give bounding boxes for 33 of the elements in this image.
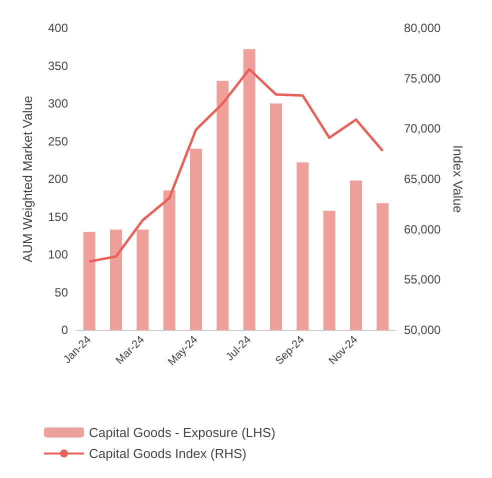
y-axis-title: AUM Weighted Market Value — [20, 96, 35, 262]
y-tick-label: 50 — [54, 285, 68, 300]
y2-tick-label: 70,000 — [404, 122, 442, 136]
bar — [83, 232, 96, 330]
bar — [243, 49, 256, 330]
bar — [350, 180, 362, 330]
bar — [296, 162, 309, 330]
y2-tick-label: 80,000 — [404, 21, 442, 35]
y2-tick-label: 75,000 — [404, 71, 442, 86]
bar — [136, 230, 149, 330]
y-tick-label: 0 — [61, 323, 68, 337]
bar — [270, 104, 282, 330]
bar — [110, 230, 122, 330]
y-tick-label: 300 — [48, 96, 68, 110]
bar — [376, 203, 389, 330]
y-tick-label: 100 — [48, 248, 68, 262]
y2-tick-label: 55,000 — [404, 272, 442, 287]
bar — [190, 148, 202, 330]
legend-label: Capital Goods Index (RHS) — [89, 446, 247, 461]
y2-tick-label: 50,000 — [404, 323, 442, 337]
y-tick-label: 150 — [48, 210, 68, 224]
y2-tick-label: 65,000 — [404, 172, 442, 186]
line-series — [88, 68, 384, 263]
legend-label: Capital Goods - Exposure (LHS) — [89, 425, 276, 440]
y2-axis-title: Index Value — [450, 145, 466, 213]
y-tick-label: 250 — [48, 134, 68, 148]
y2-tick-label: 60,000 — [404, 222, 442, 236]
bar — [216, 80, 229, 330]
bar — [163, 190, 176, 330]
y-tick-label: 350 — [48, 58, 68, 73]
bar — [323, 210, 336, 330]
y-tick-label: 200 — [48, 172, 68, 186]
y-tick-label: 400 — [48, 21, 68, 35]
